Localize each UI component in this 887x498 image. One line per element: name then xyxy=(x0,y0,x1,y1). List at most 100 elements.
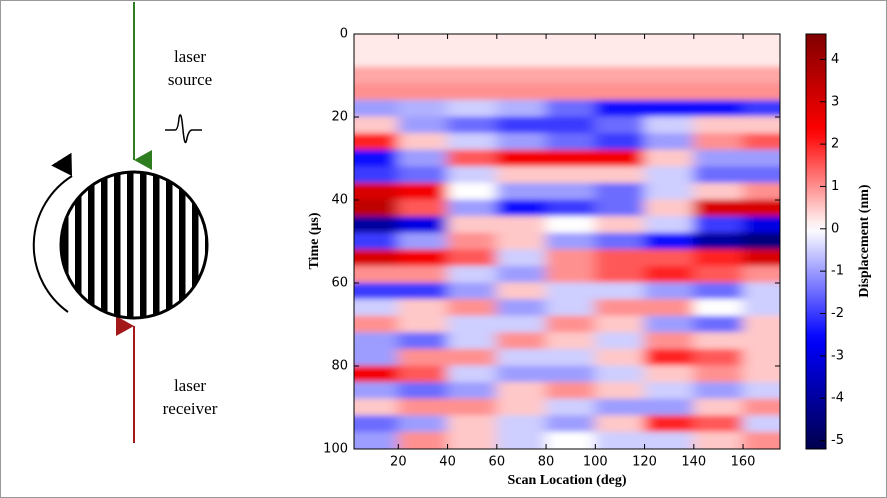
heat-cell xyxy=(594,34,646,52)
heat-cell xyxy=(447,415,498,433)
heat-cell xyxy=(644,166,695,184)
heat-cell xyxy=(545,166,596,184)
heat-cell xyxy=(397,116,449,135)
heat-cell xyxy=(644,116,695,135)
heat-cell xyxy=(397,66,449,85)
heat-cell xyxy=(693,315,744,334)
plot-frame xyxy=(353,33,781,450)
y-tick-label: 40 xyxy=(331,193,348,208)
heat-cell xyxy=(354,199,399,218)
heat-cell xyxy=(354,415,399,433)
colorbar-tick-label: -5 xyxy=(831,433,844,448)
heat-cell xyxy=(644,232,695,251)
heat-cell xyxy=(545,365,596,384)
heat-cell xyxy=(594,133,646,151)
heat-cell xyxy=(594,182,646,201)
heat-cell xyxy=(594,216,646,234)
heat-cell xyxy=(693,415,744,433)
pulse-icon xyxy=(165,114,202,144)
heat-cell xyxy=(545,34,596,52)
stripe xyxy=(101,172,108,318)
heat-cell xyxy=(545,398,596,417)
heat-cell xyxy=(594,166,646,184)
heat-cell xyxy=(496,50,547,68)
heat-cell xyxy=(397,99,449,118)
x-tick-label: 80 xyxy=(538,455,555,470)
heat-cell xyxy=(742,299,780,317)
heat-cell xyxy=(496,315,547,334)
heat-cell xyxy=(496,199,547,218)
heat-cell xyxy=(397,83,449,101)
heat-cell xyxy=(594,431,646,449)
heat-cell xyxy=(594,50,646,68)
stripe xyxy=(140,172,147,318)
heat-cell xyxy=(545,216,596,234)
stripe xyxy=(88,172,95,318)
heat-cell xyxy=(644,398,695,417)
heat-cell xyxy=(496,83,547,101)
sample-disc xyxy=(59,170,209,320)
stripe xyxy=(192,172,199,318)
colorbar-tick-label: 2 xyxy=(831,137,839,152)
heat-cell xyxy=(397,249,449,267)
heat-cell xyxy=(496,133,547,151)
heat-cell xyxy=(644,133,695,151)
heat-cell xyxy=(742,66,780,85)
heat-cell xyxy=(447,332,498,350)
heat-cell xyxy=(447,216,498,234)
heat-cell xyxy=(354,50,399,68)
heat-cell xyxy=(354,382,399,400)
source-label: source xyxy=(168,70,212,89)
heat-cell xyxy=(742,116,780,135)
heat-cell xyxy=(354,34,399,52)
x-tick-label: 120 xyxy=(632,455,657,470)
heat-cell xyxy=(742,265,780,284)
rotation-arrow xyxy=(32,152,73,313)
heat-cell xyxy=(545,415,596,433)
heat-cell xyxy=(594,66,646,85)
colorbar-tick-label: -2 xyxy=(831,306,844,321)
heat-cell xyxy=(354,265,399,284)
heat-cell xyxy=(644,332,695,350)
heat-cell xyxy=(594,282,646,301)
heat-cell xyxy=(742,182,780,201)
heat-cell xyxy=(594,116,646,135)
heat-cell xyxy=(447,299,498,317)
heat-cell xyxy=(644,66,695,85)
heat-cell xyxy=(447,50,498,68)
heat-cell xyxy=(742,149,780,168)
x-tick-label: 40 xyxy=(439,455,456,470)
heat-cell xyxy=(397,348,449,367)
heat-cell xyxy=(644,83,695,101)
heat-cell xyxy=(594,348,646,367)
heat-cell xyxy=(354,431,399,449)
heat-cell xyxy=(496,398,547,417)
stripe xyxy=(62,172,69,318)
colorbar-tick-label: -1 xyxy=(831,264,844,279)
stripe xyxy=(114,172,121,318)
heatmap xyxy=(354,34,780,449)
heat-cell xyxy=(496,182,547,201)
heat-cell xyxy=(545,348,596,367)
heat-cell xyxy=(545,332,596,350)
heat-cell xyxy=(545,265,596,284)
heat-cell xyxy=(397,431,449,449)
heat-cell xyxy=(693,265,744,284)
heat-cell xyxy=(545,382,596,400)
colorbar xyxy=(805,33,827,450)
diagram: laser source laser receiver xyxy=(32,2,218,443)
heat-cell xyxy=(693,382,744,400)
heat-cell xyxy=(447,182,498,201)
heat-cell xyxy=(354,116,399,135)
heat-cell xyxy=(545,315,596,334)
heat-cell xyxy=(545,66,596,85)
heat-cell xyxy=(644,431,695,449)
heat-cell xyxy=(644,50,695,68)
heat-cell xyxy=(496,149,547,168)
heat-cell xyxy=(545,149,596,168)
heat-cell xyxy=(644,315,695,334)
heat-cell xyxy=(644,216,695,234)
heat-cell xyxy=(447,166,498,184)
heat-cell xyxy=(742,216,780,234)
